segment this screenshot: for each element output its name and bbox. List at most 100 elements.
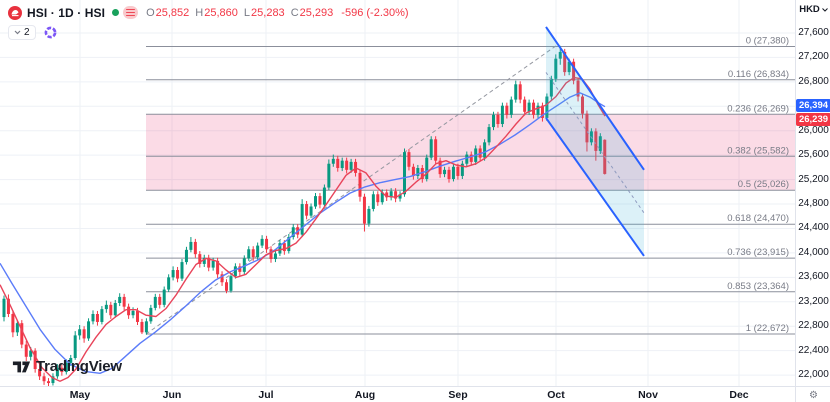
- candle-body: [73, 335, 77, 358]
- symbol-title[interactable]: HSI · 1D · HSI: [27, 5, 106, 20]
- channel-lower-line[interactable]: [545, 117, 645, 257]
- candle-body: [558, 51, 562, 59]
- candle-body: [572, 61, 576, 81]
- slow-ma-line[interactable]: [0, 92, 606, 374]
- candle-body: [394, 191, 398, 199]
- candle-body: [265, 238, 269, 250]
- candle-body: [38, 368, 42, 377]
- candle-body: [336, 158, 340, 169]
- candle-body: [505, 105, 509, 115]
- candle-body: [60, 367, 64, 373]
- channel-upper-line[interactable]: [545, 26, 645, 171]
- market-status-icon[interactable]: [112, 9, 120, 16]
- source-list-icon[interactable]: [123, 6, 139, 19]
- high-value: 25,860: [204, 6, 238, 19]
- candle-body: [358, 172, 362, 197]
- candle-body: [509, 99, 513, 115]
- price-plot[interactable]: 0 (27,380) 0.116 (26,834) 0.236 (26,269) 0.…: [0, 0, 795, 386]
- price-tick-label: 26,000: [798, 124, 829, 136]
- candle-body: [91, 314, 95, 322]
- month-label-jul: Jul: [258, 389, 274, 401]
- month-label-may: May: [69, 389, 91, 401]
- candle-body: [269, 249, 273, 260]
- fib-level-label: 0.116 (26,834): [728, 69, 789, 80]
- candle-body: [416, 168, 420, 176]
- price-tick-label: 27,200: [798, 51, 829, 63]
- candle-body: [300, 204, 304, 235]
- price-badge: 26,239: [796, 112, 830, 126]
- candle-body: [78, 329, 82, 336]
- fib-level-label: 0.736 (23,915): [727, 247, 789, 258]
- candle-body: [242, 258, 246, 272]
- candle-body: [447, 169, 451, 180]
- candle-body: [158, 296, 162, 305]
- candle-body: [371, 194, 375, 209]
- gear-icon[interactable]: ⚙: [809, 389, 818, 401]
- candle-body: [2, 298, 6, 318]
- candle-body: [380, 192, 384, 203]
- currency-selector[interactable]: HKD: [796, 4, 830, 15]
- price-badge: 26,394: [796, 99, 830, 112]
- price-tick-label: 24,000: [798, 246, 829, 258]
- price-axis[interactable]: HKD 27,600 27,200 26,800 26,000 25,600 25,200…: [795, 0, 830, 386]
- candle-body: [411, 166, 415, 176]
- month-label-oct: Oct: [547, 389, 565, 401]
- candle-body: [429, 139, 433, 158]
- candle-body: [273, 253, 277, 260]
- channel-median-line[interactable]: [545, 72, 645, 214]
- price-tick-label: 25,200: [798, 173, 829, 185]
- candle-body: [198, 254, 202, 264]
- candle-body: [229, 276, 233, 291]
- candle-body: [144, 321, 148, 333]
- channel-fill: [546, 26, 644, 257]
- candle-body: [251, 249, 255, 258]
- indicators-collapse-button[interactable]: 2: [8, 25, 36, 40]
- fib-level-label: 0 (27,380): [746, 35, 789, 46]
- axis-settings-corner[interactable]: ⚙: [795, 386, 830, 402]
- candle-body: [594, 131, 598, 151]
- candle-body: [438, 160, 442, 175]
- candle-body: [238, 266, 242, 272]
- refresh-icon[interactable]: [44, 26, 57, 39]
- candle-body: [180, 262, 184, 279]
- candle-body: [29, 350, 33, 357]
- candle-body: [11, 314, 15, 333]
- candle-body: [451, 166, 455, 180]
- candle-body: [527, 102, 531, 112]
- candle-body: [220, 274, 224, 283]
- candle-body: [389, 191, 393, 198]
- candle-body: [567, 61, 571, 73]
- price-tick-label: 22,400: [798, 344, 829, 356]
- candle-body: [291, 227, 295, 238]
- candle-body: [225, 282, 228, 291]
- price-tick-label: 24,800: [798, 198, 829, 210]
- candle-body: [153, 296, 157, 308]
- candle-body: [434, 139, 438, 161]
- gridlines: [0, 0, 795, 386]
- candle-body: [202, 257, 206, 264]
- candle-body: [331, 158, 335, 164]
- tradingview-watermark: TradingView: [12, 358, 122, 375]
- candle-body: [176, 270, 180, 279]
- candle-body: [305, 204, 309, 216]
- candle-body: [256, 245, 260, 258]
- candle-body: [563, 51, 567, 73]
- candle-body: [549, 78, 553, 97]
- candle-body: [136, 310, 139, 322]
- price-tick-label: 27,600: [798, 27, 829, 38]
- candle-body: [403, 152, 406, 195]
- fast-ma-line[interactable]: [0, 76, 606, 382]
- candle-body: [585, 113, 589, 143]
- chart-canvas[interactable]: 0 (27,380) 0.116 (26,834) 0.236 (26,269) 0.…: [0, 0, 795, 386]
- fib-band: [146, 114, 795, 191]
- candle-body: [443, 169, 447, 175]
- change-value: -596 (-2.30%): [341, 6, 409, 19]
- time-axis[interactable]: May Jun Jul Aug Sep Oct Nov Dec: [0, 386, 795, 402]
- candle-body: [247, 249, 251, 259]
- candle-body: [69, 357, 73, 363]
- candle-body: [33, 350, 37, 369]
- candle-body: [523, 99, 527, 112]
- price-tick-label: 25,600: [798, 149, 829, 161]
- candle-body: [260, 238, 264, 246]
